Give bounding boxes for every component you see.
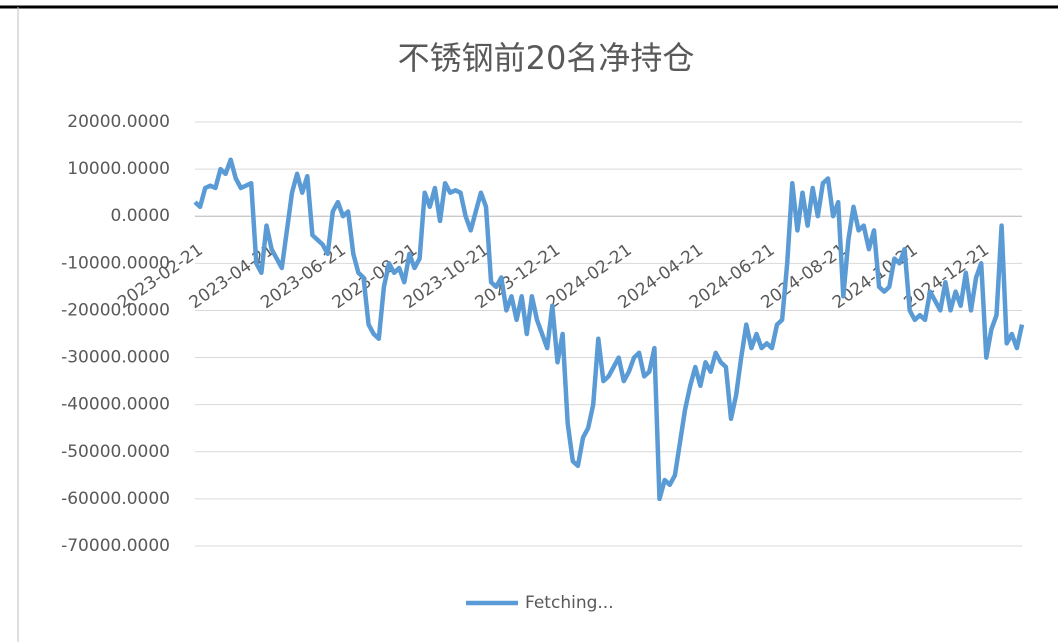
y-tick-label: -50000.0000 xyxy=(61,442,170,462)
legend-label: Fetching... xyxy=(525,593,614,613)
chart-title: 不锈钢前20名净持仓 xyxy=(398,39,695,77)
y-tick-label: -70000.0000 xyxy=(61,536,170,556)
y-tick-label: 0.0000 xyxy=(111,206,170,226)
y-tick-label: 10000.0000 xyxy=(67,159,170,179)
y-tick-label: -10000.0000 xyxy=(61,253,170,273)
y-tick-label: -20000.0000 xyxy=(61,300,170,320)
y-tick-label: -30000.0000 xyxy=(61,348,170,368)
series-line xyxy=(193,157,1025,502)
y-tick-label: 20000.0000 xyxy=(67,112,170,132)
y-tick-label: -60000.0000 xyxy=(61,489,170,509)
y-tick-label: -40000.0000 xyxy=(61,395,170,415)
